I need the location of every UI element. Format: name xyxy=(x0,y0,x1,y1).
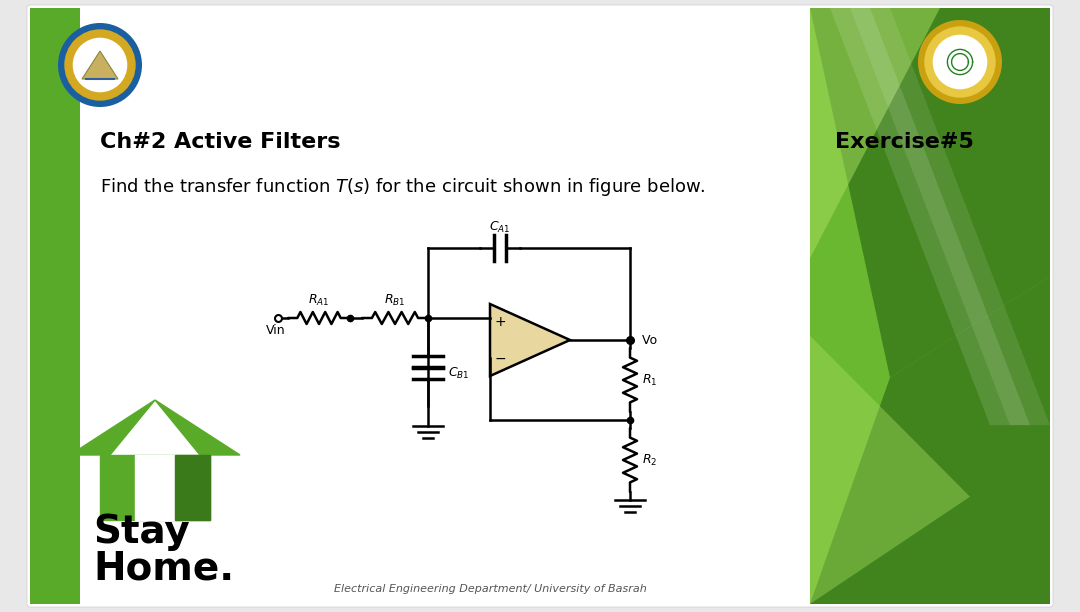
Circle shape xyxy=(918,20,1002,104)
Text: Vin: Vin xyxy=(266,324,286,337)
Circle shape xyxy=(924,26,996,98)
Polygon shape xyxy=(156,400,240,455)
Text: Ch#2 Active Filters: Ch#2 Active Filters xyxy=(100,132,340,152)
Text: Stay: Stay xyxy=(93,513,190,551)
Polygon shape xyxy=(831,8,1030,425)
Polygon shape xyxy=(100,455,210,520)
Polygon shape xyxy=(850,8,1050,425)
Polygon shape xyxy=(175,455,210,520)
Text: $-$: $-$ xyxy=(494,351,507,365)
Text: Exercise#5: Exercise#5 xyxy=(835,132,974,152)
Polygon shape xyxy=(82,51,118,79)
Text: Vo: Vo xyxy=(638,334,657,346)
Polygon shape xyxy=(810,8,1050,604)
Text: $R_2$: $R_2$ xyxy=(642,452,658,468)
Text: $R_{A1}$: $R_{A1}$ xyxy=(308,293,329,308)
Polygon shape xyxy=(810,8,940,258)
Circle shape xyxy=(72,38,127,92)
Circle shape xyxy=(58,23,141,107)
Text: Find the transfer function $T(s)$ for the circuit shown in figure below.: Find the transfer function $T(s)$ for th… xyxy=(100,176,705,198)
Text: $R_{B1}$: $R_{B1}$ xyxy=(384,293,406,308)
Circle shape xyxy=(65,29,136,101)
Text: $C_{B1}$: $C_{B1}$ xyxy=(448,365,470,381)
Polygon shape xyxy=(490,304,570,376)
Text: Electrical Engineering Department/ University of Basrah: Electrical Engineering Department/ Unive… xyxy=(334,584,646,594)
Text: $R_1$: $R_1$ xyxy=(642,373,658,387)
Polygon shape xyxy=(810,8,1050,378)
Polygon shape xyxy=(30,8,80,604)
Polygon shape xyxy=(135,455,175,520)
Circle shape xyxy=(933,35,987,89)
Polygon shape xyxy=(70,400,156,455)
Polygon shape xyxy=(810,336,970,604)
Text: Home.: Home. xyxy=(93,550,234,588)
FancyBboxPatch shape xyxy=(27,5,1053,607)
Text: +: + xyxy=(495,315,505,329)
Polygon shape xyxy=(810,276,1050,604)
Text: $C_{A1}$: $C_{A1}$ xyxy=(489,220,511,235)
